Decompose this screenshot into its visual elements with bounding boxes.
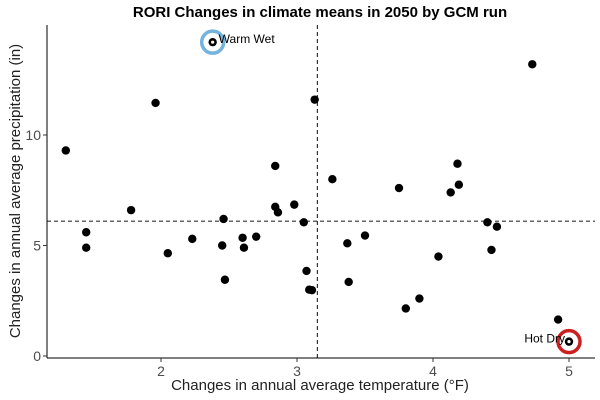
data-point xyxy=(273,208,283,217)
data-point xyxy=(302,266,311,276)
data-point xyxy=(307,285,317,295)
data-point xyxy=(126,205,136,215)
data-point xyxy=(271,161,280,171)
data-point xyxy=(310,95,319,104)
data-point xyxy=(483,218,492,227)
data-point xyxy=(252,232,261,241)
data-point xyxy=(446,188,455,197)
data-point xyxy=(360,231,370,240)
data-point xyxy=(151,98,160,108)
data-point xyxy=(344,277,353,287)
y-tick-label: 10 xyxy=(25,127,41,143)
x-axis-ticks: 2 3 4 5 xyxy=(157,358,573,379)
y-axis-ticks: 0 5 10 xyxy=(25,127,47,364)
data-point xyxy=(82,243,91,252)
data-point xyxy=(401,304,410,313)
x-tick-label: 4 xyxy=(429,363,437,379)
data-point xyxy=(82,228,91,237)
data-point xyxy=(219,214,228,224)
data-point xyxy=(528,60,537,69)
data-point xyxy=(394,183,404,193)
data-point xyxy=(239,243,249,252)
reference-lines xyxy=(47,25,595,358)
data-point xyxy=(163,249,172,258)
x-tick-label: 5 xyxy=(565,363,573,379)
x-tick-label: 3 xyxy=(293,363,301,379)
annotation-label: Warm Wet xyxy=(219,32,276,46)
data-point xyxy=(343,239,352,248)
data-point xyxy=(487,245,496,255)
highlight-center-dot xyxy=(211,40,215,44)
chart-title: RORI Changes in climate means in 2050 by… xyxy=(133,4,507,21)
data-point xyxy=(328,175,337,184)
highlight-ring xyxy=(199,29,226,55)
highlight-ring xyxy=(556,328,582,355)
y-axis-title: Changes in annual average precipitation … xyxy=(7,44,24,338)
data-point xyxy=(61,146,70,155)
y-tick-label: 5 xyxy=(33,238,41,254)
data-point xyxy=(553,315,563,324)
y-tick-label: 0 xyxy=(33,348,41,364)
x-tick-label: 2 xyxy=(157,363,165,379)
data-point xyxy=(290,200,299,209)
data-point xyxy=(220,275,230,284)
x-axis-title: Changes in annual average temperature (°… xyxy=(171,377,469,394)
data-point xyxy=(218,241,227,250)
data-point xyxy=(434,252,443,261)
data-point xyxy=(492,222,502,231)
data-point xyxy=(188,234,197,244)
annotation-layer: Warm Wet Hot Dry xyxy=(211,32,571,346)
highlight-center-dot xyxy=(567,340,571,344)
data-point xyxy=(454,180,464,189)
data-point xyxy=(238,233,247,242)
annotation-label: Hot Dry xyxy=(524,332,565,346)
highlight-layer xyxy=(199,29,582,355)
data-point xyxy=(453,159,462,168)
data-point xyxy=(299,218,308,227)
data-points xyxy=(61,37,574,346)
data-point xyxy=(415,294,424,303)
